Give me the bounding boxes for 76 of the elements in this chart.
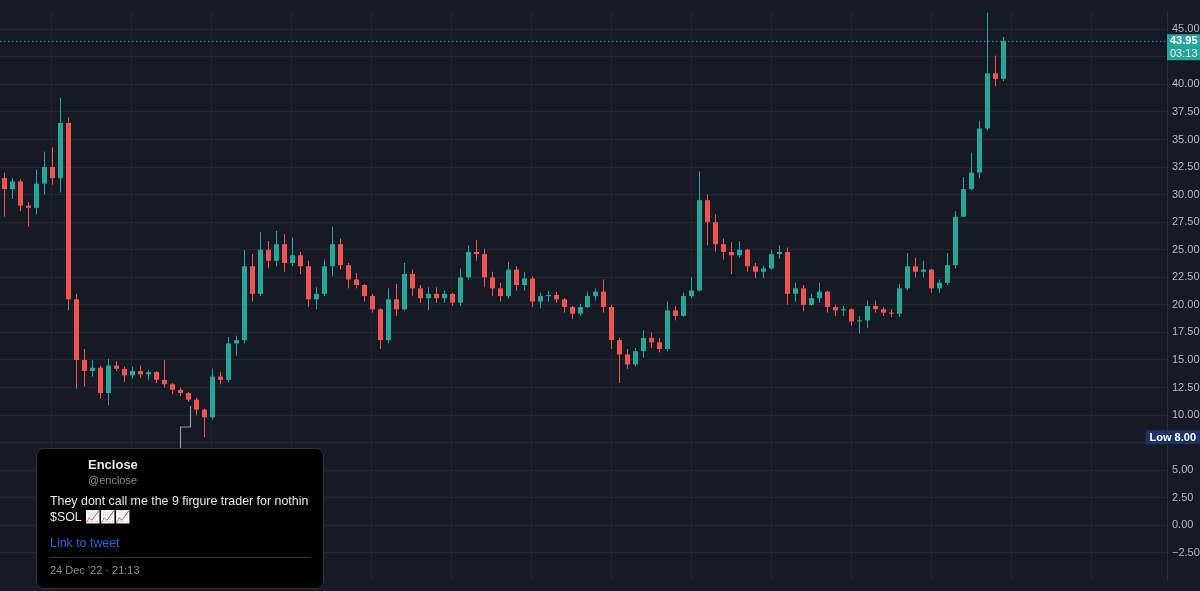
candlestick	[945, 252, 950, 286]
candlestick	[913, 256, 918, 278]
ref-line-label: 43.95	[1170, 33, 1198, 46]
candlestick	[641, 329, 646, 359]
candlestick	[2, 172, 7, 218]
candlestick	[346, 262, 351, 289]
candlestick	[26, 201, 31, 228]
candlestick	[777, 244, 782, 260]
candlestick	[514, 265, 519, 292]
candlestick	[865, 299, 870, 329]
candlestick	[10, 177, 15, 200]
annotation: They dont call me the 9 firgure trader for nothin $SOL 📈📈📈	[50, 493, 310, 525]
candlestick	[681, 292, 686, 318]
y-tick-label: 10.00	[1172, 408, 1200, 421]
candlestick	[905, 252, 910, 292]
y-tick-label: 0.00	[1172, 518, 1194, 531]
y-tick-label: 12.50	[1172, 380, 1200, 393]
y-tick-label: 25.00	[1172, 242, 1200, 255]
candlestick	[817, 282, 822, 304]
candlestick	[793, 282, 798, 303]
candlestick	[825, 290, 830, 314]
y-tick-label: 45.00	[1172, 22, 1200, 35]
candlestick	[282, 233, 287, 273]
candlestick	[498, 282, 503, 303]
annotation: Link to tweet	[50, 535, 121, 551]
candlestick	[601, 279, 606, 314]
candlestick	[625, 348, 630, 370]
candlestick	[993, 55, 998, 88]
y-tick-label: 20.00	[1172, 297, 1200, 310]
candlestick	[617, 337, 622, 384]
annotation: Enclose	[88, 457, 139, 473]
candlestick	[969, 152, 974, 191]
candlestick	[490, 271, 495, 297]
candlestick	[298, 251, 303, 275]
y-tick-label: 22.50	[1172, 270, 1200, 283]
candlestick	[522, 271, 527, 292]
candlestick	[162, 359, 167, 389]
y-tick-label: 5.00	[1172, 463, 1194, 476]
y-tick-label: 15.00	[1172, 353, 1200, 366]
candlestick	[50, 146, 55, 186]
candlestick	[769, 249, 774, 271]
y-tick-label: −2.50	[1172, 545, 1200, 558]
y-tick-label: 35.00	[1172, 132, 1200, 145]
y-tick-label: 17.50	[1172, 325, 1200, 338]
y-tick-label: 32.50	[1172, 160, 1200, 173]
y-tick-label: 30.00	[1172, 187, 1200, 200]
y-tick-label: 27.50	[1172, 215, 1200, 228]
candlestick	[266, 240, 271, 269]
annotation: Low 8.00	[1149, 430, 1197, 443]
candlestick	[330, 226, 335, 277]
candlestick	[705, 194, 710, 246]
candlestick	[338, 238, 343, 271]
annotation: @enclose	[88, 473, 139, 487]
candlestick	[713, 213, 718, 253]
candlestick	[474, 239, 479, 262]
candlestick	[745, 248, 750, 273]
candlestick	[42, 151, 47, 196]
candlestick	[82, 348, 87, 387]
candlestick	[410, 269, 415, 297]
annotation: 24 Dec '22 · 21:13	[50, 557, 310, 577]
candlestick	[202, 408, 207, 438]
candlestick	[721, 238, 726, 261]
candlestick	[274, 230, 279, 267]
y-tick-label: 2.50	[1172, 490, 1194, 503]
annotation: 03:13	[1170, 46, 1198, 59]
candlestick	[394, 283, 399, 317]
candlestick	[290, 237, 295, 267]
candlestick	[482, 248, 487, 288]
candlestick	[929, 267, 934, 294]
candlestick	[530, 275, 535, 308]
y-tick-label: 37.50	[1172, 104, 1200, 117]
y-tick-label: 40.00	[1172, 77, 1200, 90]
candlestick	[370, 293, 375, 314]
candlestick	[426, 286, 431, 311]
candlestick	[801, 284, 806, 312]
candlestick	[633, 347, 638, 368]
